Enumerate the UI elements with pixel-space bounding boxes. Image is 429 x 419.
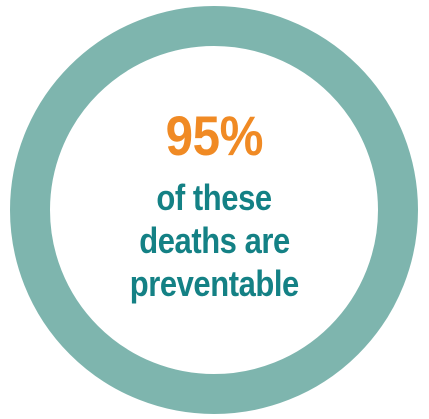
caption-line-2: deaths are xyxy=(139,220,290,261)
caption-line-1: of these xyxy=(156,177,273,218)
teal-ring xyxy=(10,6,418,414)
caption-line-3: preventable xyxy=(129,263,300,304)
stat-value: 95% xyxy=(165,104,264,167)
ring-circle xyxy=(10,6,418,414)
